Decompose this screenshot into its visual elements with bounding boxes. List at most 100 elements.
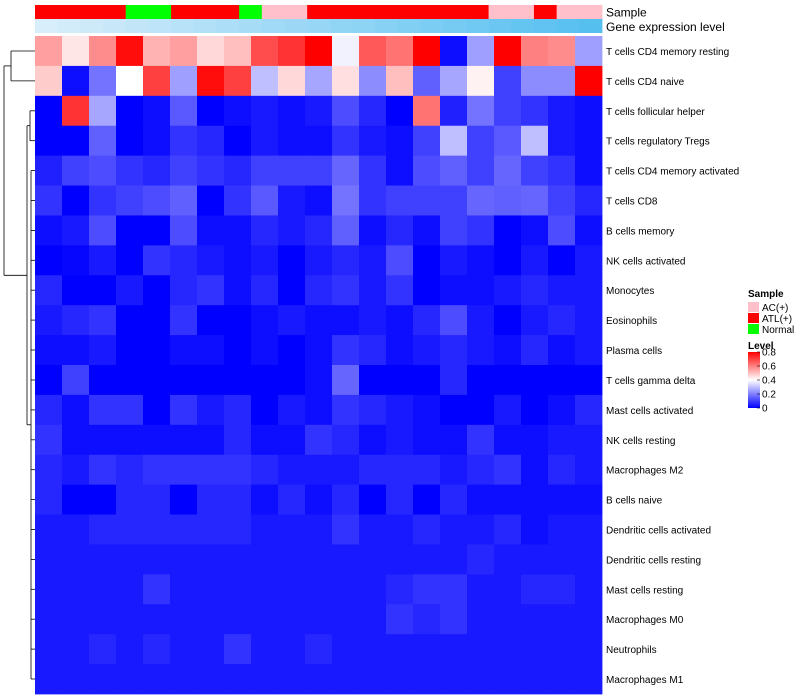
heatmap-cell [440,394,468,426]
heatmap-cell [224,155,252,186]
heatmap-cell [440,424,468,456]
heatmap-cell [62,185,90,216]
heatmap-cell [305,95,333,127]
heatmap-cell [251,424,279,456]
heatmap-cell [197,95,225,127]
heatmap-cell [332,275,360,306]
heatmap-cell [548,365,576,396]
heatmap-cell [359,514,387,545]
heatmap-cell [359,574,387,605]
heatmap-cell [278,394,306,426]
heatmap-cell [467,36,495,67]
sample-track-cell [125,5,149,19]
heatmap-cell [305,544,333,575]
heatmap-cell [494,454,522,486]
heatmap-cell [197,484,225,515]
heatmap-cell [521,484,549,515]
heatmap-cell [143,125,171,157]
heatmap-cell [359,125,387,157]
heatmap-cell [278,335,306,366]
heatmap-cell [305,305,333,336]
sample-track-cell [420,5,444,19]
heatmap-cell [386,65,414,97]
heatmap-cell [224,36,252,67]
heatmap-cell [440,155,468,186]
heatmap-cell [494,604,522,635]
heatmap-cell [413,394,441,426]
sample-legend: Sample AC(+)ATL(+)Normal [748,289,794,336]
heatmap-cell [467,424,495,456]
expression-track-cell [103,19,127,33]
heatmap-cell [278,245,306,276]
heatmap-cell [89,454,117,486]
heatmap-cell [575,634,603,665]
expression-track-cell [465,19,489,33]
heatmap-cell [467,155,495,186]
heatmap-cell [35,245,63,276]
heatmap-cell [548,125,576,157]
heatmap-cell [251,365,279,396]
heatmap-cell [116,335,144,366]
heatmap-cell [197,544,225,575]
heatmap-cell [467,185,495,216]
heatmap-cell [251,664,279,695]
heatmap-cell [521,604,549,635]
heatmap-cell [251,394,279,426]
heatmap-cell [89,424,117,456]
heatmap-cell [251,215,279,246]
heatmap-cell [35,574,63,605]
heatmap-cell [440,65,468,97]
heatmap-cell [359,245,387,276]
heatmap-cell [467,245,495,276]
heatmap-cell [548,394,576,426]
heatmap-cell [575,514,603,545]
heatmap-cell [575,275,603,306]
heatmap-cell [440,365,468,396]
heatmap-cell [89,514,117,545]
heatmap-cell [359,95,387,127]
heatmap-cell [35,155,63,186]
heatmap-cell [467,604,495,635]
heatmap-cell [62,215,90,246]
heatmap-cell [170,574,198,605]
heatmap-cell [224,634,252,665]
heatmap-cell [251,95,279,127]
heatmap-cell [224,95,252,127]
row-label: T cells CD4 memory activated [606,167,739,178]
heatmap-cell [143,305,171,336]
heatmap-cell [143,634,171,665]
heatmap-cell [575,574,603,605]
heatmap-cell [62,125,90,157]
heatmap-cell [305,125,333,157]
heatmap-cell [251,275,279,306]
heatmap-cell [521,664,549,695]
heatmap-cell [413,95,441,127]
expression-track-cell [57,19,81,33]
annotation-tracks [35,5,603,33]
heatmap-cell [413,305,441,336]
heatmap-cell [386,275,414,306]
heatmap-cell [305,65,333,97]
heatmap-cell [413,514,441,545]
heatmap-cell [440,544,468,575]
row-label: Dendritic cells activated [606,526,711,537]
heatmap-cell [224,424,252,456]
sample-track-cell [171,5,195,19]
heatmap-cell [467,664,495,695]
heatmap-cell [494,424,522,456]
heatmap-cell [197,36,225,67]
heatmap-cell [116,36,144,67]
heatmap-cell [197,664,225,695]
level-legend-tick-label: 0.2 [762,390,776,401]
sample-track-cell [239,5,263,19]
heatmap-cell [89,664,117,695]
heatmap-cell [89,245,117,276]
heatmap-cell [224,394,252,426]
heatmap-cell [386,454,414,486]
heatmap-cell [548,634,576,665]
heatmap-cell [143,335,171,366]
heatmap-cell [62,95,90,127]
heatmap-cell [575,65,603,97]
heatmap-cell [467,95,495,127]
heatmap-cell [89,185,117,216]
